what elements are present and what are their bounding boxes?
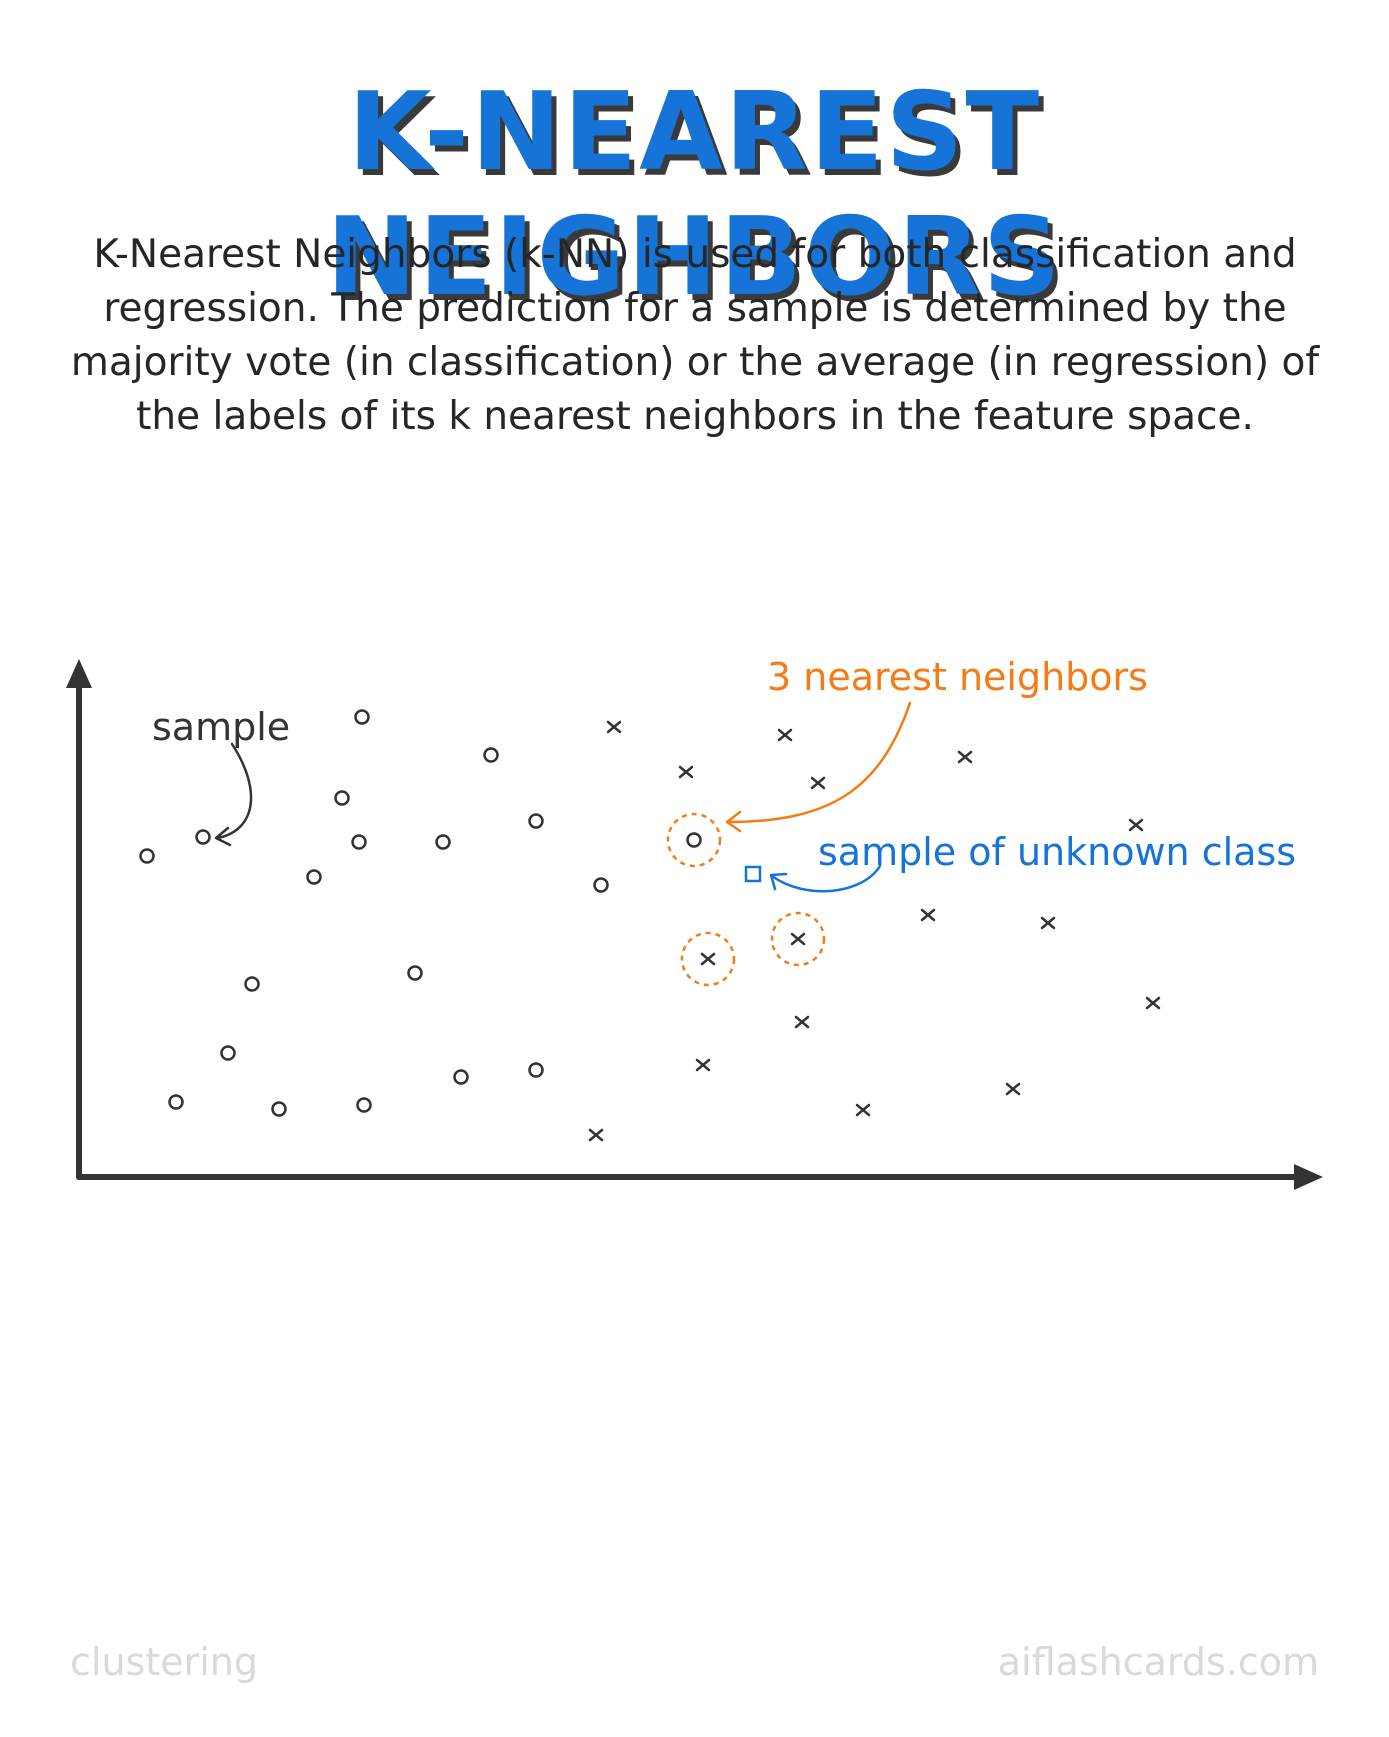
sample-cross <box>796 1017 808 1027</box>
sample-point <box>455 1071 468 1084</box>
annotation-arrows <box>216 703 910 891</box>
sample-point <box>141 850 154 863</box>
sample-point <box>356 711 369 724</box>
footer-topic: clustering <box>70 1640 258 1684</box>
sample-cross <box>779 730 791 740</box>
sample-label: sample <box>152 705 290 749</box>
sample-cross <box>702 954 714 964</box>
sample-cross <box>857 1105 869 1115</box>
sample-cross <box>922 910 934 920</box>
sample-cross <box>792 934 804 944</box>
sample-point <box>530 815 543 828</box>
sample-point <box>222 1047 235 1060</box>
unknown-sample-label: sample of unknown class <box>818 830 1296 874</box>
sample-cross <box>590 1130 602 1140</box>
sample-point <box>353 836 366 849</box>
sample-point <box>409 967 422 980</box>
sample-point <box>170 1096 183 1109</box>
sample-point <box>197 831 210 844</box>
sample-cross <box>680 767 692 777</box>
sample-point <box>246 978 259 991</box>
footer-site: aiflashcards.com <box>998 1640 1319 1684</box>
nearest-neighbors-label: 3 nearest neighbors <box>767 655 1148 699</box>
sample-arrow <box>218 744 251 838</box>
sample-point <box>530 1064 543 1077</box>
sample-cross <box>959 752 971 762</box>
sample-point <box>688 834 701 847</box>
sample-point <box>358 1099 371 1112</box>
sample-cross <box>812 778 824 788</box>
sample-point <box>485 749 498 762</box>
sample-cross <box>697 1060 709 1070</box>
sample-point <box>308 871 321 884</box>
x-axis-arrow <box>1294 1164 1323 1190</box>
sample-point <box>595 879 608 892</box>
y-axis-arrow <box>66 659 92 688</box>
circle-class-samples <box>141 711 701 1116</box>
unknown-sample-square <box>746 867 760 881</box>
nearest-arrow <box>728 703 910 822</box>
nearest-neighbor-rings <box>668 814 824 985</box>
neighbor-ring <box>668 814 720 866</box>
sample-cross <box>608 722 620 732</box>
cross-class-samples <box>590 722 1159 1140</box>
sample-point <box>336 792 349 805</box>
sample-cross <box>1042 918 1054 928</box>
sample-cross <box>1147 998 1159 1008</box>
sample-cross <box>1130 820 1142 830</box>
sample-point <box>437 836 450 849</box>
sample-cross <box>1007 1084 1019 1094</box>
sample-point <box>273 1103 286 1116</box>
